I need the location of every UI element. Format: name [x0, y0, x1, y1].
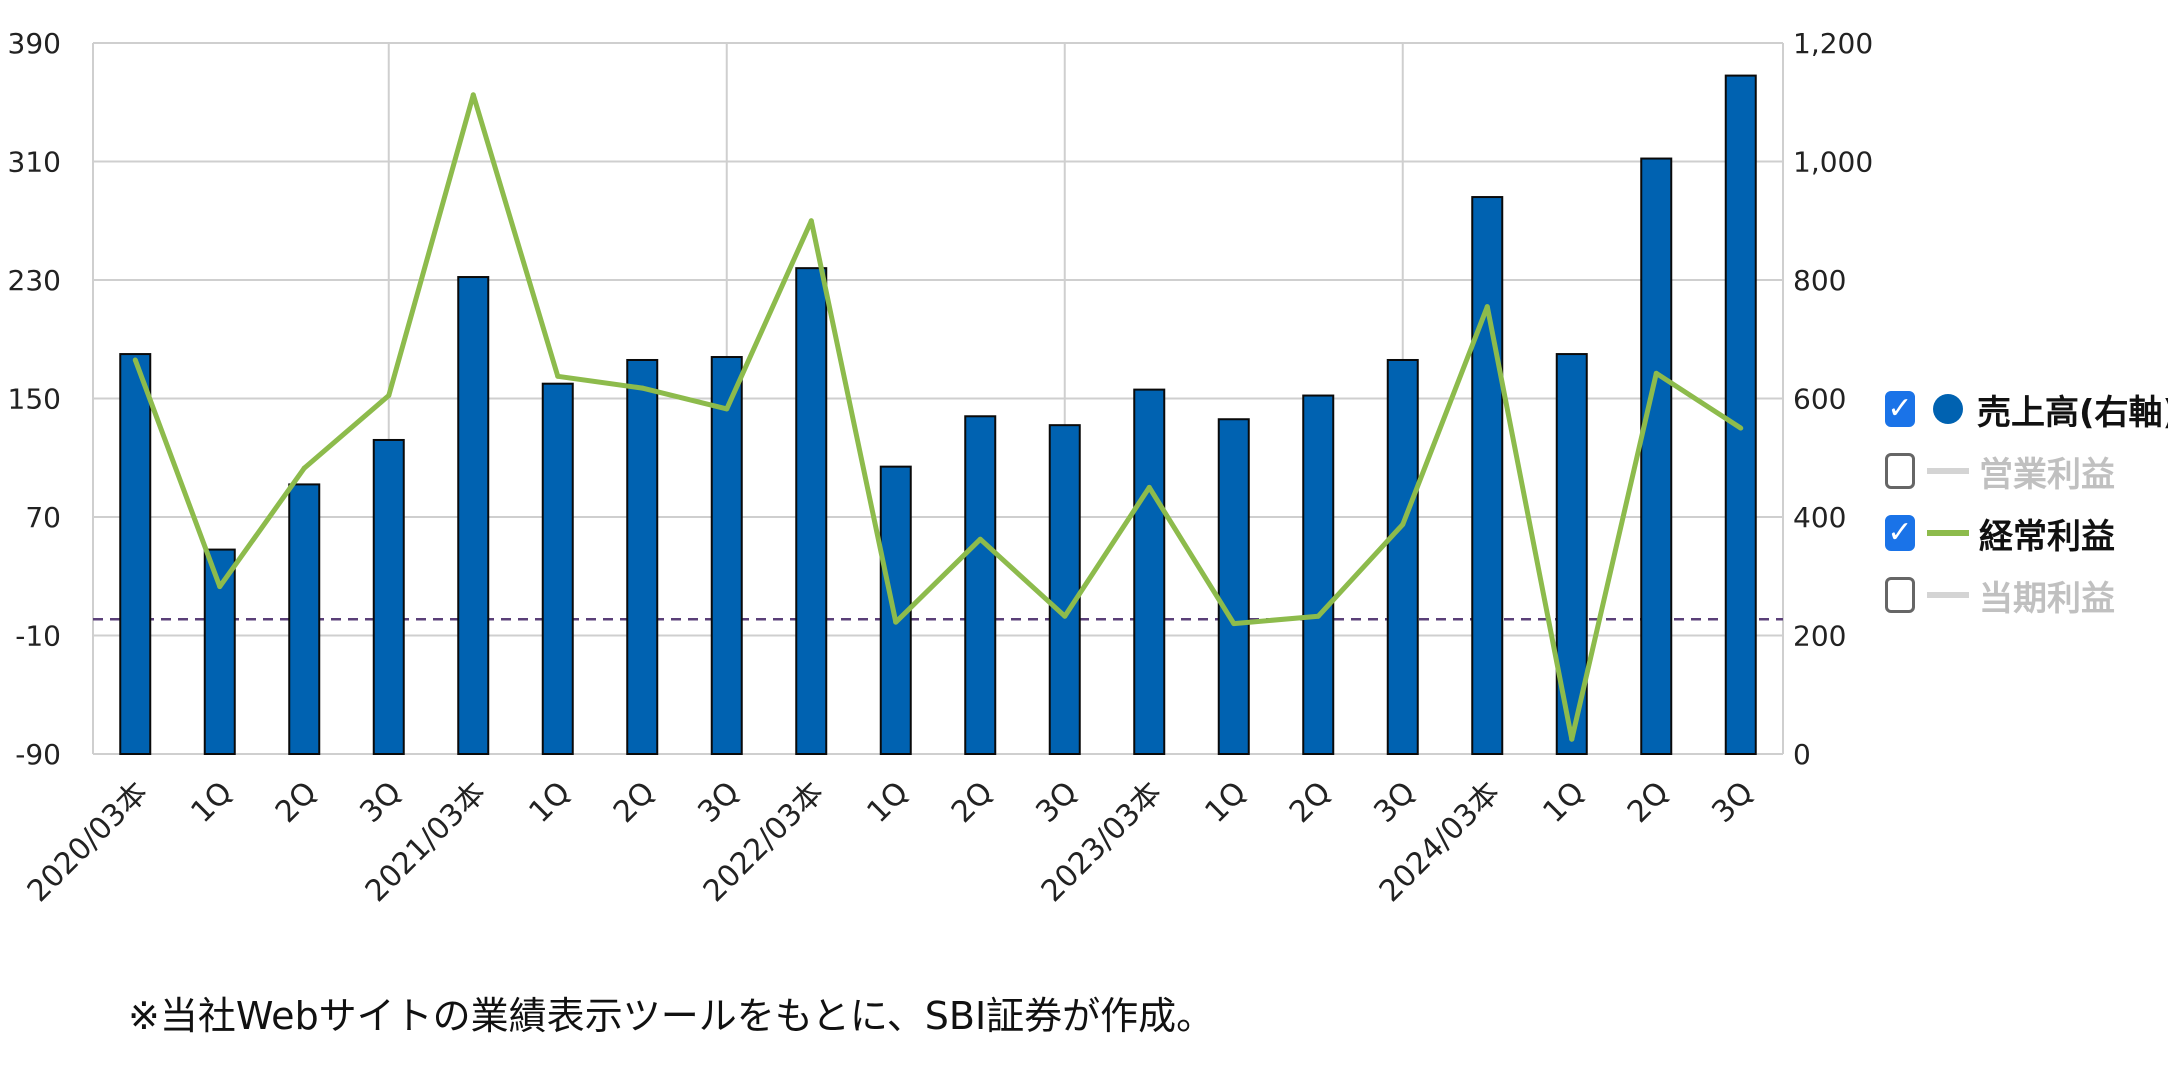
check-icon: ✓	[1887, 391, 1913, 426]
x-tick-label: 3Q	[353, 775, 408, 830]
check-icon: ✓	[1887, 515, 1913, 550]
line-point	[386, 393, 392, 399]
legend-checkbox[interactable]	[1885, 577, 1915, 613]
y-right-tick-label: 800	[1793, 264, 1846, 297]
y-left-tick-label: -90	[15, 738, 61, 771]
y-left-tick-label: 310	[8, 146, 61, 179]
bar	[710, 356, 743, 755]
bar	[1386, 358, 1419, 755]
legend-checkbox[interactable]: ✓	[1885, 391, 1915, 427]
legend: ✓ 売上高(右軸) 営業利益 ✓ 経常利益 当期利益	[1885, 378, 2168, 626]
y-axis-right: 1,200 1,000 800 600 400 200 0	[1793, 27, 1873, 771]
y-right-tick-label: 600	[1793, 383, 1846, 416]
line-point	[1062, 613, 1068, 619]
line-point	[1569, 736, 1575, 742]
bar	[457, 276, 490, 755]
y-left-tick-label: -10	[15, 620, 61, 653]
legend-label: 売上高(右軸)	[1977, 392, 2168, 433]
line-series-path	[132, 92, 1743, 742]
line-point	[1315, 613, 1321, 619]
x-tick-label: 1Q	[522, 775, 577, 830]
bar	[1302, 394, 1335, 755]
bar-series	[119, 74, 1757, 756]
line-point	[1484, 304, 1490, 310]
legend-checkbox[interactable]: ✓	[1885, 515, 1915, 551]
x-tick-label: 2Q	[945, 775, 1000, 830]
y-right-tick-label: 1,000	[1793, 146, 1873, 179]
line-point	[1231, 621, 1237, 627]
y-left-tick-label: 390	[8, 27, 61, 60]
footnote: ※当社Webサイトの業績表示ツールをもとに、SBI証券が作成。	[128, 994, 1215, 1038]
bar	[119, 353, 152, 755]
x-tick-label: 1Q	[1198, 775, 1253, 830]
line-point	[1400, 521, 1406, 527]
line-point	[808, 218, 814, 224]
bar	[1133, 388, 1166, 755]
y-right-tick-label: 400	[1793, 501, 1846, 534]
legend-label: 当期利益	[1979, 578, 2115, 619]
line-point	[1146, 484, 1152, 490]
bar	[541, 382, 574, 755]
x-tick-label: 2020/03本	[21, 775, 155, 909]
x-tick-label: 3Q	[1029, 775, 1084, 830]
grid	[92, 42, 1784, 755]
line-marker-icon	[1927, 468, 1969, 474]
line-marker-icon	[1927, 592, 1969, 598]
y-left-tick-label: 230	[8, 264, 61, 297]
y-left-tick-label: 70	[25, 501, 61, 534]
legend-label: 営業利益	[1979, 454, 2115, 495]
line-point	[639, 385, 645, 391]
y-right-tick-label: 1,200	[1793, 27, 1873, 60]
x-tick-label: 3Q	[691, 775, 746, 830]
legend-item-ordinary-profit[interactable]: ✓ 経常利益	[1885, 502, 2168, 564]
chart: 390 310 230 150 70 -10 -90 1,200 1,000 800 600 400…	[8, 27, 1874, 909]
bar	[795, 267, 828, 755]
line-point	[977, 536, 983, 542]
y-right-tick-label: 200	[1793, 620, 1846, 653]
x-tick-label: 2Q	[1283, 775, 1338, 830]
line-series	[132, 92, 1744, 742]
x-tick-label: 1Q	[1536, 775, 1591, 830]
y-axis-left: 390 310 230 150 70 -10 -90	[8, 27, 61, 771]
bar	[1724, 74, 1757, 755]
line-point	[893, 619, 899, 625]
x-tick-label: 2Q	[607, 775, 662, 830]
x-tick-label: 2Q	[269, 775, 324, 830]
x-tick-label: 3Q	[1705, 775, 1760, 830]
bar	[626, 358, 659, 755]
bar	[1640, 157, 1673, 756]
line-point	[555, 373, 561, 379]
legend-item-sales[interactable]: ✓ 売上高(右軸)	[1885, 378, 2168, 440]
legend-checkbox[interactable]	[1885, 453, 1915, 489]
x-tick-label: 3Q	[1367, 775, 1422, 830]
bar	[288, 483, 321, 755]
y-left-tick-label: 150	[8, 383, 61, 416]
bar	[372, 438, 405, 755]
legend-item-operating-profit[interactable]: 営業利益	[1885, 440, 2168, 502]
bar	[1217, 418, 1250, 755]
y-right-tick-label: 0	[1793, 738, 1811, 771]
line-point	[724, 406, 730, 412]
bar	[964, 415, 997, 755]
dot-marker-icon	[1933, 394, 1963, 424]
x-tick-label: 1Q	[860, 775, 915, 830]
line-point	[1653, 370, 1659, 376]
legend-item-net-profit[interactable]: 当期利益	[1885, 564, 2168, 626]
line-point	[1738, 425, 1744, 431]
line-point	[470, 92, 476, 98]
line-point	[132, 357, 138, 363]
x-tick-label: 1Q	[184, 775, 239, 830]
line-point	[301, 465, 307, 471]
bar	[1048, 424, 1081, 755]
line-point	[217, 584, 223, 590]
bar	[1471, 196, 1504, 756]
legend-label: 経常利益	[1979, 516, 2115, 557]
line-marker-icon	[1927, 530, 1969, 536]
x-tick-label: 2Q	[1621, 775, 1676, 830]
